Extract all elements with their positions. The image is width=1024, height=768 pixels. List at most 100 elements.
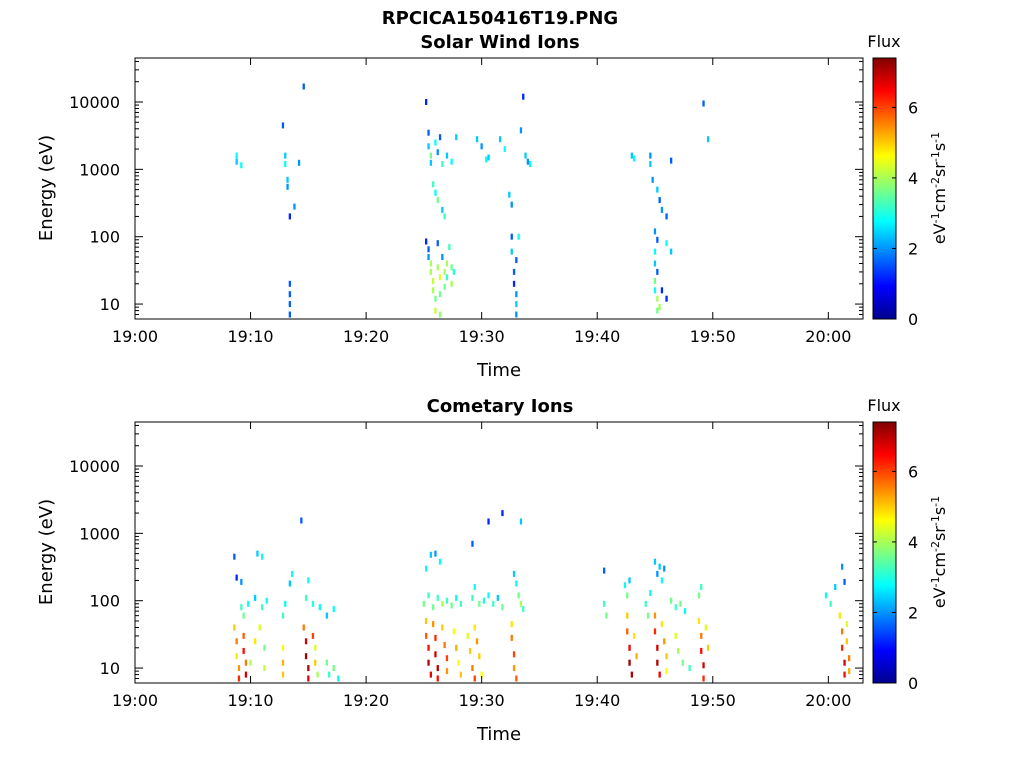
flux-cell <box>427 659 430 666</box>
flux-cell <box>653 628 657 635</box>
flux-cell <box>665 668 668 675</box>
flux-cell <box>466 632 469 639</box>
flux-cell <box>697 618 701 624</box>
flux-cell <box>438 311 442 318</box>
flux-cell <box>311 632 315 639</box>
flux-cell <box>448 244 451 251</box>
flux-cell <box>450 280 453 287</box>
axis-ticks: 19:00 19:10 19:20 19:30 19:40 19:50 20:00 10 100… <box>69 58 863 346</box>
flux-cell <box>307 577 310 584</box>
flux-cell <box>649 590 652 596</box>
flux-cell <box>429 152 432 159</box>
x-axis-label: Time <box>476 360 521 381</box>
flux-cell <box>503 146 506 153</box>
figure-title: RPCICA150416T19.PNG <box>382 8 618 29</box>
flux-cell <box>674 632 677 639</box>
flux-cell <box>658 563 661 570</box>
flux-cell <box>653 278 657 284</box>
flux-cell <box>496 594 499 601</box>
flux-cell <box>663 565 666 572</box>
flux-cell <box>653 558 657 565</box>
flux-cell <box>445 274 449 281</box>
colorbar <box>872 421 897 684</box>
cometary-ions-panel: Cometary Ions 19:00 19:10 19:20 19:30 19:40 1… <box>36 396 949 745</box>
flux-cell <box>845 638 848 645</box>
colorbar-tick-label: 4 <box>908 533 918 552</box>
y-tick-label: 10000 <box>69 93 120 112</box>
flux-cell <box>471 665 474 672</box>
flux-cell <box>288 580 291 587</box>
x-tick-label: 19:40 <box>574 691 620 710</box>
flux-cell <box>258 624 261 631</box>
colorbar-tick-label: 6 <box>908 462 918 481</box>
flux-cell <box>436 675 439 682</box>
flux-cell <box>302 624 305 631</box>
flux-cell <box>501 604 504 611</box>
flux-cell <box>332 606 335 613</box>
flux-cell <box>288 280 291 287</box>
flux-cell <box>427 592 430 599</box>
flux-cell <box>658 304 661 311</box>
x-tick-label: 19:10 <box>228 327 274 346</box>
flux-cell <box>235 158 238 165</box>
flux-cell <box>700 632 703 639</box>
flux-cell <box>325 612 328 619</box>
flux-cell <box>841 563 844 570</box>
x-tick-label: 19:50 <box>690 691 736 710</box>
flux-cell <box>492 600 495 607</box>
flux-cell <box>679 600 682 607</box>
flux-cell <box>452 628 456 635</box>
flux-cell <box>515 580 518 587</box>
flux-cell <box>434 634 437 641</box>
colorbar-ticks: 0 2 4 6 <box>873 98 918 329</box>
flux-cell <box>235 653 238 660</box>
flux-cell <box>434 651 437 658</box>
flux-cell <box>482 597 486 604</box>
flux-cell <box>522 93 525 100</box>
flux-cell <box>254 594 257 601</box>
flux-cell <box>603 600 606 607</box>
flux-cell <box>469 647 472 654</box>
flux-cell <box>628 577 631 584</box>
flux-cell <box>517 592 520 599</box>
flux-cell <box>478 600 481 607</box>
flux-cell <box>656 186 659 193</box>
flux-cell <box>337 675 340 682</box>
flux-cell <box>307 675 310 682</box>
flux-cell <box>443 268 446 275</box>
flux-cell <box>841 628 844 635</box>
flux-cell <box>244 671 248 678</box>
y-axis-label: Energy (eV) <box>36 499 57 605</box>
flux-cell <box>838 612 841 619</box>
flux-cell <box>445 655 449 662</box>
flux-cell <box>249 659 252 666</box>
flux-cell <box>665 240 668 247</box>
flux-cell <box>429 268 432 275</box>
flux-cell <box>665 213 668 220</box>
flux-cell <box>651 176 654 183</box>
flux-cell <box>311 600 315 607</box>
flux-cell <box>670 597 673 604</box>
flux-cell <box>450 158 453 165</box>
y-tick-label: 10000 <box>69 457 120 476</box>
flux-cell <box>665 295 668 302</box>
flux-cell <box>452 268 456 275</box>
flux-cell <box>291 570 294 577</box>
flux-cell <box>623 582 627 589</box>
flux-cell <box>843 671 846 678</box>
colorbar-label: eV-1cm-2sr-1s-1 <box>929 496 950 608</box>
flux-cell <box>653 228 657 235</box>
colorbar-tick-label: 0 <box>908 674 918 693</box>
flux-cell <box>702 675 705 682</box>
flux-cell <box>263 644 266 651</box>
flux-cell <box>471 540 474 547</box>
flux-cell <box>441 600 444 607</box>
flux-cell <box>834 584 837 590</box>
flux-cell <box>519 518 523 525</box>
flux-cell <box>281 122 285 129</box>
x-tick-label: 19:30 <box>459 327 505 346</box>
colorbar-label: eV-1cm-2sr-1s-1 <box>929 132 950 244</box>
flux-cell <box>524 152 527 159</box>
flux-cell <box>683 608 687 615</box>
